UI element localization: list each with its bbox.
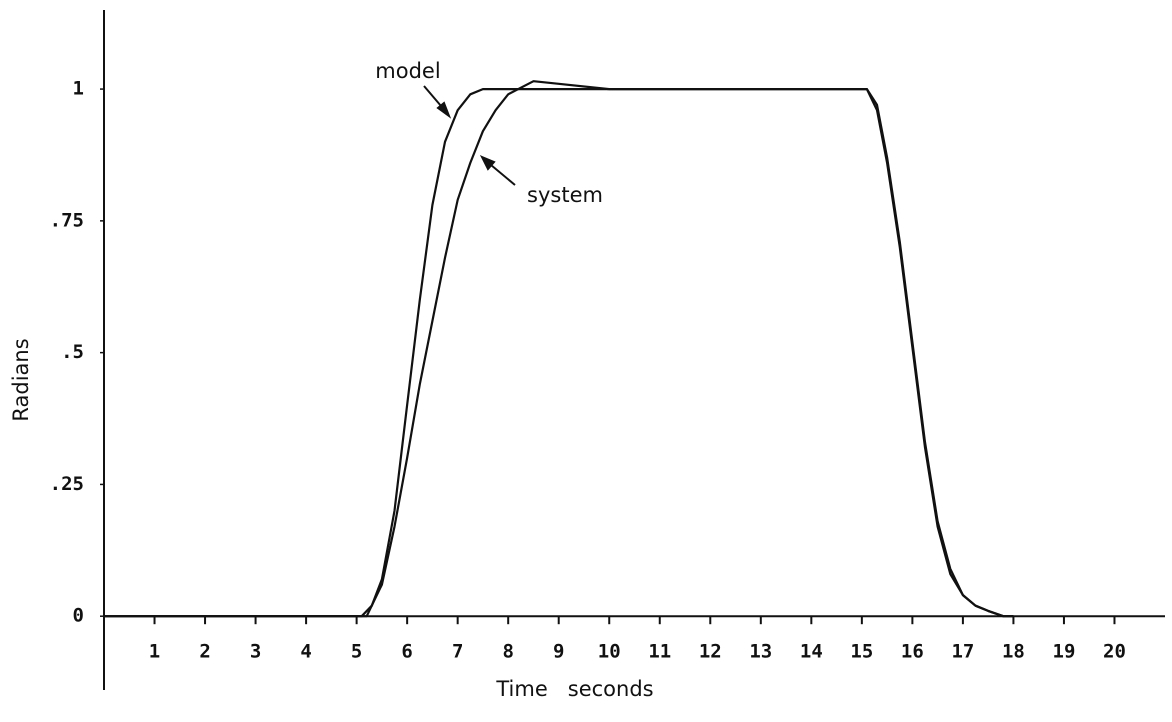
x-tick-label: 4	[300, 641, 311, 663]
annotation-arrows	[423, 85, 516, 186]
x-tick-label: 16	[901, 641, 924, 663]
arrowhead	[436, 101, 452, 119]
x-tick-label: 5	[351, 641, 362, 663]
line	[104, 80, 1014, 618]
y-tick-label: 0	[73, 605, 84, 627]
x-tick-label: 12	[699, 641, 722, 663]
x-tick-label: 13	[749, 641, 772, 663]
x-tick-label: 10	[598, 641, 621, 663]
y-tick-label: .5	[61, 341, 84, 363]
arrowhead	[479, 155, 496, 171]
x-axis-label: Time seconds	[495, 677, 653, 701]
x-tick-label: 18	[1002, 641, 1025, 663]
x-tick-label: 19	[1053, 641, 1076, 663]
y-tick-label: .75	[50, 209, 84, 231]
x-tick-label: 15	[850, 641, 873, 663]
x-tick-label: 11	[648, 641, 671, 663]
annotation: system	[527, 183, 603, 207]
y-tick-label: 1	[73, 78, 84, 100]
x-tick-label: 9	[553, 641, 564, 663]
x-tick-label: 1	[149, 641, 160, 663]
x-tick-label: 14	[800, 641, 823, 663]
x-tick-label: 3	[250, 641, 261, 663]
line	[104, 88, 1014, 618]
x-tick-label: 6	[401, 641, 412, 663]
x-tick-label: 2	[199, 641, 210, 663]
annotation: model	[375, 59, 440, 83]
x-tick-label: 17	[951, 641, 974, 663]
y-tick-label: .25	[50, 473, 84, 495]
x-tick-label: 8	[502, 641, 513, 663]
x-tick-label: 7	[452, 641, 463, 663]
x-tick-label: 20	[1103, 641, 1126, 663]
y-axis-label: Radians	[9, 338, 33, 421]
